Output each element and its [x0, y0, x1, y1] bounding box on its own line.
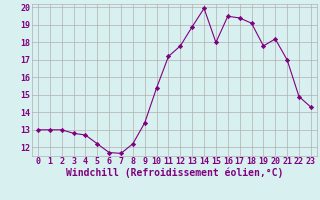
X-axis label: Windchill (Refroidissement éolien,°C): Windchill (Refroidissement éolien,°C) — [66, 168, 283, 178]
